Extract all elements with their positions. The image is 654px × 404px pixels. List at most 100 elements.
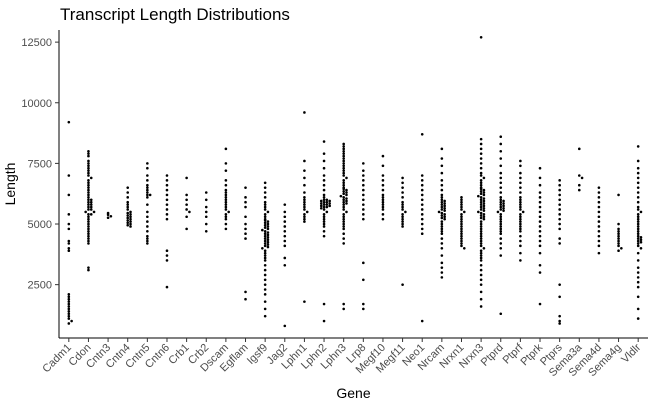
data-point [420,222,424,226]
data-point [597,191,601,194]
data-point [420,193,424,197]
data-point [362,179,365,182]
data-point [440,229,444,233]
data-point [577,183,581,187]
data-point [322,183,326,187]
data-point [263,300,267,303]
data-point [636,213,640,216]
data-point [342,142,345,146]
data-point [479,200,483,204]
data-point [479,239,483,243]
data-point [482,217,486,221]
data-point [87,193,90,197]
data-point [244,290,247,294]
data-point [87,174,90,177]
data-point [263,221,267,225]
data-point [283,256,287,260]
data-point [482,191,486,194]
data-point [558,237,561,240]
data-point [87,203,90,206]
data-point [342,208,345,211]
data-point [636,200,640,204]
data-point [443,199,446,203]
data-point [519,234,522,238]
data-point [303,169,306,172]
data-point [319,202,323,205]
data-point [636,205,640,209]
data-point [519,191,522,194]
data-point [538,271,542,274]
data-point [519,229,522,233]
data-point [328,204,331,208]
data-point [521,210,525,214]
data-point [597,186,601,189]
data-point [381,179,385,182]
data-point [558,295,561,299]
data-point [339,194,343,198]
data-point [558,179,561,182]
data-point [519,208,522,211]
data-point [87,266,90,269]
data-point [87,234,90,238]
data-point [479,244,483,248]
data-point [519,181,522,185]
data-point [401,222,404,226]
data-point [538,210,542,214]
data-point [460,215,463,219]
data-point [146,220,149,223]
data-point [263,205,267,209]
data-point [342,192,345,196]
data-point [89,205,93,209]
data-point [519,159,522,163]
x-tick-label: Igsf9 [245,342,270,367]
data-point [89,213,93,216]
data-point [87,164,90,168]
data-point [499,229,503,233]
data-point [146,215,149,219]
data-point [440,171,444,175]
data-point [381,208,385,211]
data-point [89,203,93,206]
data-point [325,205,329,209]
data-point [499,232,503,236]
data-point [165,203,169,206]
data-point [266,238,270,242]
data-point [479,196,483,199]
data-point [636,285,640,289]
data-point [636,244,640,248]
data-point [261,246,264,250]
data-point [482,193,486,197]
data-point [204,210,208,214]
data-point [479,229,483,233]
data-point [420,174,424,177]
data-point [636,225,640,228]
data-point [263,244,267,248]
data-point [362,193,365,197]
data-point [580,176,584,180]
data-point [636,176,640,180]
data-point [460,237,463,240]
data-point [146,186,149,189]
data-point [342,205,345,209]
data-point [322,222,326,226]
data-point [440,157,444,160]
data-point [499,246,503,250]
data-point [87,149,90,153]
data-point [401,208,404,211]
data-point [146,196,149,199]
data-point [263,226,267,229]
data-point [342,181,345,185]
data-point [303,208,306,211]
data-point [636,145,640,148]
data-point [146,229,149,233]
data-point [440,225,444,228]
data-point [146,239,149,243]
data-point [519,217,522,221]
data-point [303,176,306,180]
data-point [342,152,345,155]
data-point [639,246,643,250]
data-point [538,200,542,204]
data-point [266,222,270,226]
data-point [401,213,404,216]
data-point [87,183,90,187]
